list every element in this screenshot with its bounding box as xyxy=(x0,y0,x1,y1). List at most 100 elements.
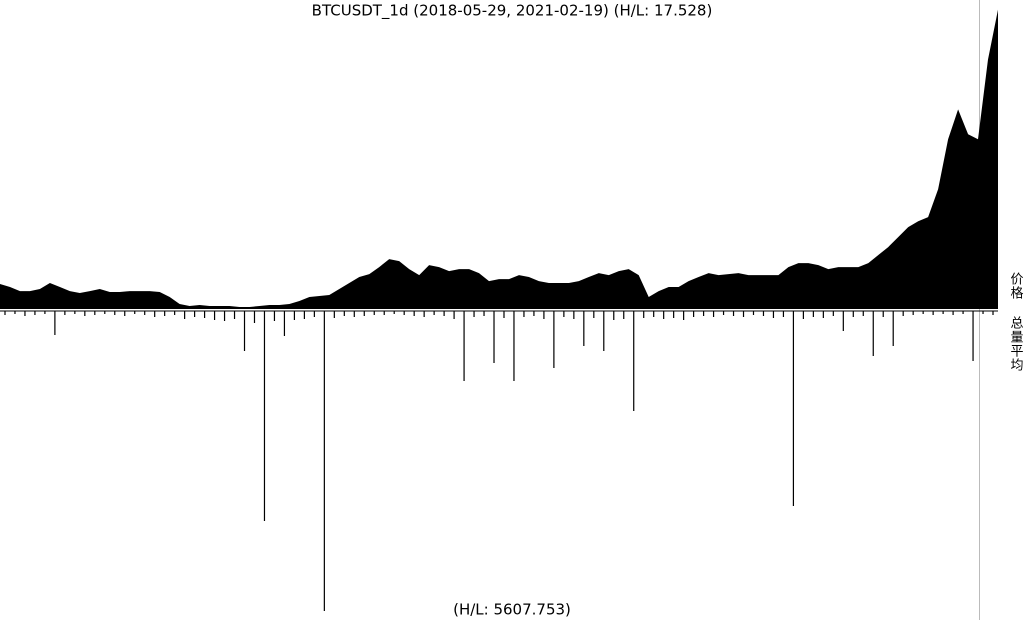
volume-bar xyxy=(74,311,76,314)
volume-bar xyxy=(243,311,246,351)
volume-bar xyxy=(782,311,785,317)
volume-bar xyxy=(523,311,525,317)
volume-bar xyxy=(413,311,415,316)
volume-bar xyxy=(403,311,405,315)
volume-bar xyxy=(653,311,655,317)
volume-bar xyxy=(393,311,395,314)
volume-bar xyxy=(563,311,565,317)
volume-bar xyxy=(922,311,924,314)
volume-bar xyxy=(533,311,535,316)
volume-bar xyxy=(493,311,495,363)
volume-bar xyxy=(772,311,775,318)
volume-bar xyxy=(832,311,834,316)
volume-bar xyxy=(702,311,705,316)
volume-label: 总量平均 xyxy=(1008,316,1024,372)
volume-title: (H/L: 5607.753) xyxy=(453,601,571,619)
volume-bar xyxy=(14,311,16,314)
volume-bar xyxy=(912,311,914,315)
volume-bar xyxy=(273,311,276,321)
volume-bar xyxy=(663,311,665,319)
volume-bar xyxy=(203,311,206,318)
volume-bar xyxy=(433,311,435,315)
volume-bar xyxy=(752,311,755,315)
price-label: 价格 xyxy=(1008,272,1024,300)
volume-bar xyxy=(882,311,884,317)
volume-bar xyxy=(623,311,625,319)
volume-bar xyxy=(583,311,585,346)
volume-bar xyxy=(712,311,715,317)
volume-bar xyxy=(792,311,795,506)
volume-bar xyxy=(144,311,146,315)
volume-bar xyxy=(124,311,126,316)
volume-bar xyxy=(892,311,894,346)
volume-bar xyxy=(683,311,685,320)
volume-bar xyxy=(802,311,804,319)
volume-bar xyxy=(443,311,445,316)
volume-bar xyxy=(283,311,286,336)
volume-bar xyxy=(852,311,854,317)
volume-bar xyxy=(84,311,86,316)
volume-bar xyxy=(233,311,236,319)
volume-bar xyxy=(154,311,156,317)
volume-bar xyxy=(293,311,296,320)
volume-bar xyxy=(603,311,605,351)
volume-bar xyxy=(982,311,984,314)
volume-bar xyxy=(373,311,375,315)
volume-bar xyxy=(573,311,575,319)
volume-bar xyxy=(553,311,555,368)
volume-bar xyxy=(184,311,186,319)
chart-title: BTCUSDT_1d (2018-05-29, 2021-02-19) (H/L… xyxy=(312,2,713,21)
volume-bar xyxy=(812,311,814,317)
volume-bar xyxy=(223,311,226,321)
volume-bar xyxy=(194,311,196,317)
volume-bar xyxy=(992,311,994,315)
volume-bar xyxy=(44,311,46,314)
volume-bar xyxy=(134,311,136,314)
volume-bar xyxy=(503,311,505,318)
volume-bar xyxy=(862,311,864,316)
volume-bar xyxy=(742,311,745,317)
volume-bar xyxy=(932,311,934,315)
volume-bar xyxy=(463,311,465,381)
volume-bar xyxy=(323,311,325,611)
volume-bar xyxy=(643,311,645,318)
volume-bar xyxy=(333,311,335,318)
volume-bar xyxy=(94,311,96,315)
volume-bar xyxy=(363,311,365,316)
volume-bar xyxy=(54,311,56,335)
volume-bar xyxy=(842,311,844,331)
volume-bar xyxy=(633,311,635,411)
volume-bar xyxy=(872,311,874,356)
volume-bar xyxy=(253,311,256,323)
volume-bar xyxy=(303,311,305,319)
volume-bar xyxy=(952,311,954,315)
volume-bar xyxy=(4,311,6,315)
volume-bar xyxy=(64,311,66,315)
volume-bar xyxy=(114,311,116,315)
volume-bar xyxy=(822,311,824,318)
volume-bar xyxy=(343,311,345,316)
volume-bar xyxy=(383,311,385,315)
volume-bar xyxy=(722,311,725,315)
volume-bar xyxy=(673,311,675,318)
volume-bar xyxy=(24,311,26,316)
volume-bar xyxy=(613,311,615,320)
volume-bar xyxy=(423,311,425,317)
volume-bar xyxy=(213,311,216,320)
volume-bar xyxy=(104,311,106,314)
volume-bar xyxy=(962,311,964,314)
volume-bar xyxy=(902,311,904,316)
volume-bar xyxy=(263,311,266,521)
volume-bar xyxy=(164,311,166,316)
volume-bar xyxy=(593,311,595,318)
volume-bar xyxy=(693,311,695,317)
volume-bar xyxy=(34,311,36,315)
volume-bar xyxy=(762,311,765,316)
volume-bar xyxy=(732,311,735,316)
price-area xyxy=(0,9,998,309)
volume-bar xyxy=(483,311,485,316)
volume-bar xyxy=(473,311,475,317)
volume-bar xyxy=(353,311,355,317)
volume-bar xyxy=(972,311,974,361)
